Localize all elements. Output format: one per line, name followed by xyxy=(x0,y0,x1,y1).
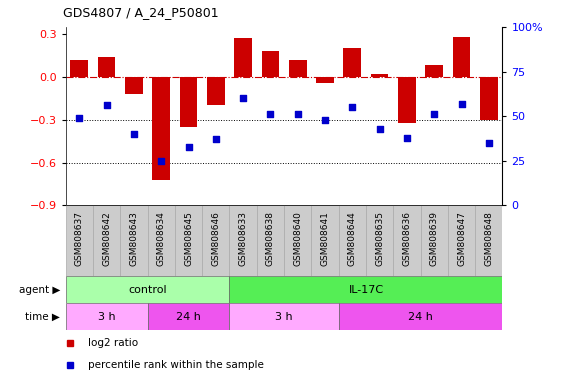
Bar xyxy=(343,48,361,77)
Bar xyxy=(453,37,471,77)
Text: 3 h: 3 h xyxy=(98,312,115,322)
Text: percentile rank within the sample: percentile rank within the sample xyxy=(87,360,263,370)
Text: GSM808646: GSM808646 xyxy=(211,211,220,266)
Text: control: control xyxy=(128,285,167,295)
Point xyxy=(266,111,275,118)
Point xyxy=(457,101,466,107)
Point xyxy=(293,111,302,118)
Bar xyxy=(393,205,421,276)
Text: GSM808633: GSM808633 xyxy=(239,211,248,266)
Bar xyxy=(180,77,198,127)
Bar xyxy=(480,77,498,120)
Bar xyxy=(66,303,147,330)
Text: GDS4807 / A_24_P50801: GDS4807 / A_24_P50801 xyxy=(63,6,219,19)
Bar xyxy=(284,205,311,276)
Text: GSM808643: GSM808643 xyxy=(130,211,138,266)
Bar xyxy=(257,205,284,276)
Bar xyxy=(120,205,147,276)
Bar xyxy=(175,205,202,276)
Text: GSM808640: GSM808640 xyxy=(293,211,302,266)
Text: 24 h: 24 h xyxy=(176,312,201,322)
Bar xyxy=(66,205,93,276)
Bar xyxy=(66,276,230,303)
Bar xyxy=(316,77,334,83)
Bar xyxy=(234,38,252,77)
Point xyxy=(348,104,357,110)
Bar xyxy=(147,303,230,330)
Bar xyxy=(207,77,225,106)
Bar xyxy=(125,77,143,94)
Bar xyxy=(152,77,170,180)
Text: GSM808636: GSM808636 xyxy=(403,211,412,266)
Bar xyxy=(230,303,339,330)
Text: GSM808635: GSM808635 xyxy=(375,211,384,266)
Text: GSM808634: GSM808634 xyxy=(156,211,166,266)
Text: GSM808641: GSM808641 xyxy=(320,211,329,266)
Text: GSM808642: GSM808642 xyxy=(102,211,111,266)
Text: time ▶: time ▶ xyxy=(25,312,60,322)
Bar xyxy=(98,57,115,77)
Bar xyxy=(339,303,502,330)
Bar xyxy=(262,51,279,77)
Bar xyxy=(70,60,88,77)
Text: GSM808638: GSM808638 xyxy=(266,211,275,266)
Bar xyxy=(202,205,230,276)
Text: GSM808644: GSM808644 xyxy=(348,211,357,266)
Bar xyxy=(371,74,388,77)
Bar xyxy=(421,205,448,276)
Text: GSM808645: GSM808645 xyxy=(184,211,193,266)
Bar xyxy=(147,205,175,276)
Point xyxy=(102,103,111,109)
Point xyxy=(320,117,329,123)
Point xyxy=(130,131,139,137)
Point xyxy=(75,115,84,121)
Bar xyxy=(289,60,307,77)
Point xyxy=(484,140,493,146)
Text: 3 h: 3 h xyxy=(275,312,293,322)
Bar xyxy=(398,77,416,122)
Point xyxy=(375,126,384,132)
Bar xyxy=(475,205,502,276)
Point xyxy=(156,158,166,164)
Text: 24 h: 24 h xyxy=(408,312,433,322)
Bar xyxy=(230,276,502,303)
Text: log2 ratio: log2 ratio xyxy=(87,338,138,348)
Point xyxy=(211,136,220,142)
Text: GSM808648: GSM808648 xyxy=(484,211,493,266)
Text: GSM808639: GSM808639 xyxy=(430,211,439,266)
Point xyxy=(239,95,248,101)
Bar xyxy=(339,205,366,276)
Bar xyxy=(425,65,443,77)
Text: agent ▶: agent ▶ xyxy=(19,285,60,295)
Text: GSM808647: GSM808647 xyxy=(457,211,466,266)
Bar xyxy=(448,205,475,276)
Point xyxy=(429,111,439,118)
Text: GSM808637: GSM808637 xyxy=(75,211,84,266)
Bar xyxy=(230,205,257,276)
Bar xyxy=(311,205,339,276)
Bar xyxy=(366,205,393,276)
Point xyxy=(403,134,412,141)
Text: IL-17C: IL-17C xyxy=(348,285,384,295)
Point xyxy=(184,144,193,150)
Bar xyxy=(93,205,120,276)
